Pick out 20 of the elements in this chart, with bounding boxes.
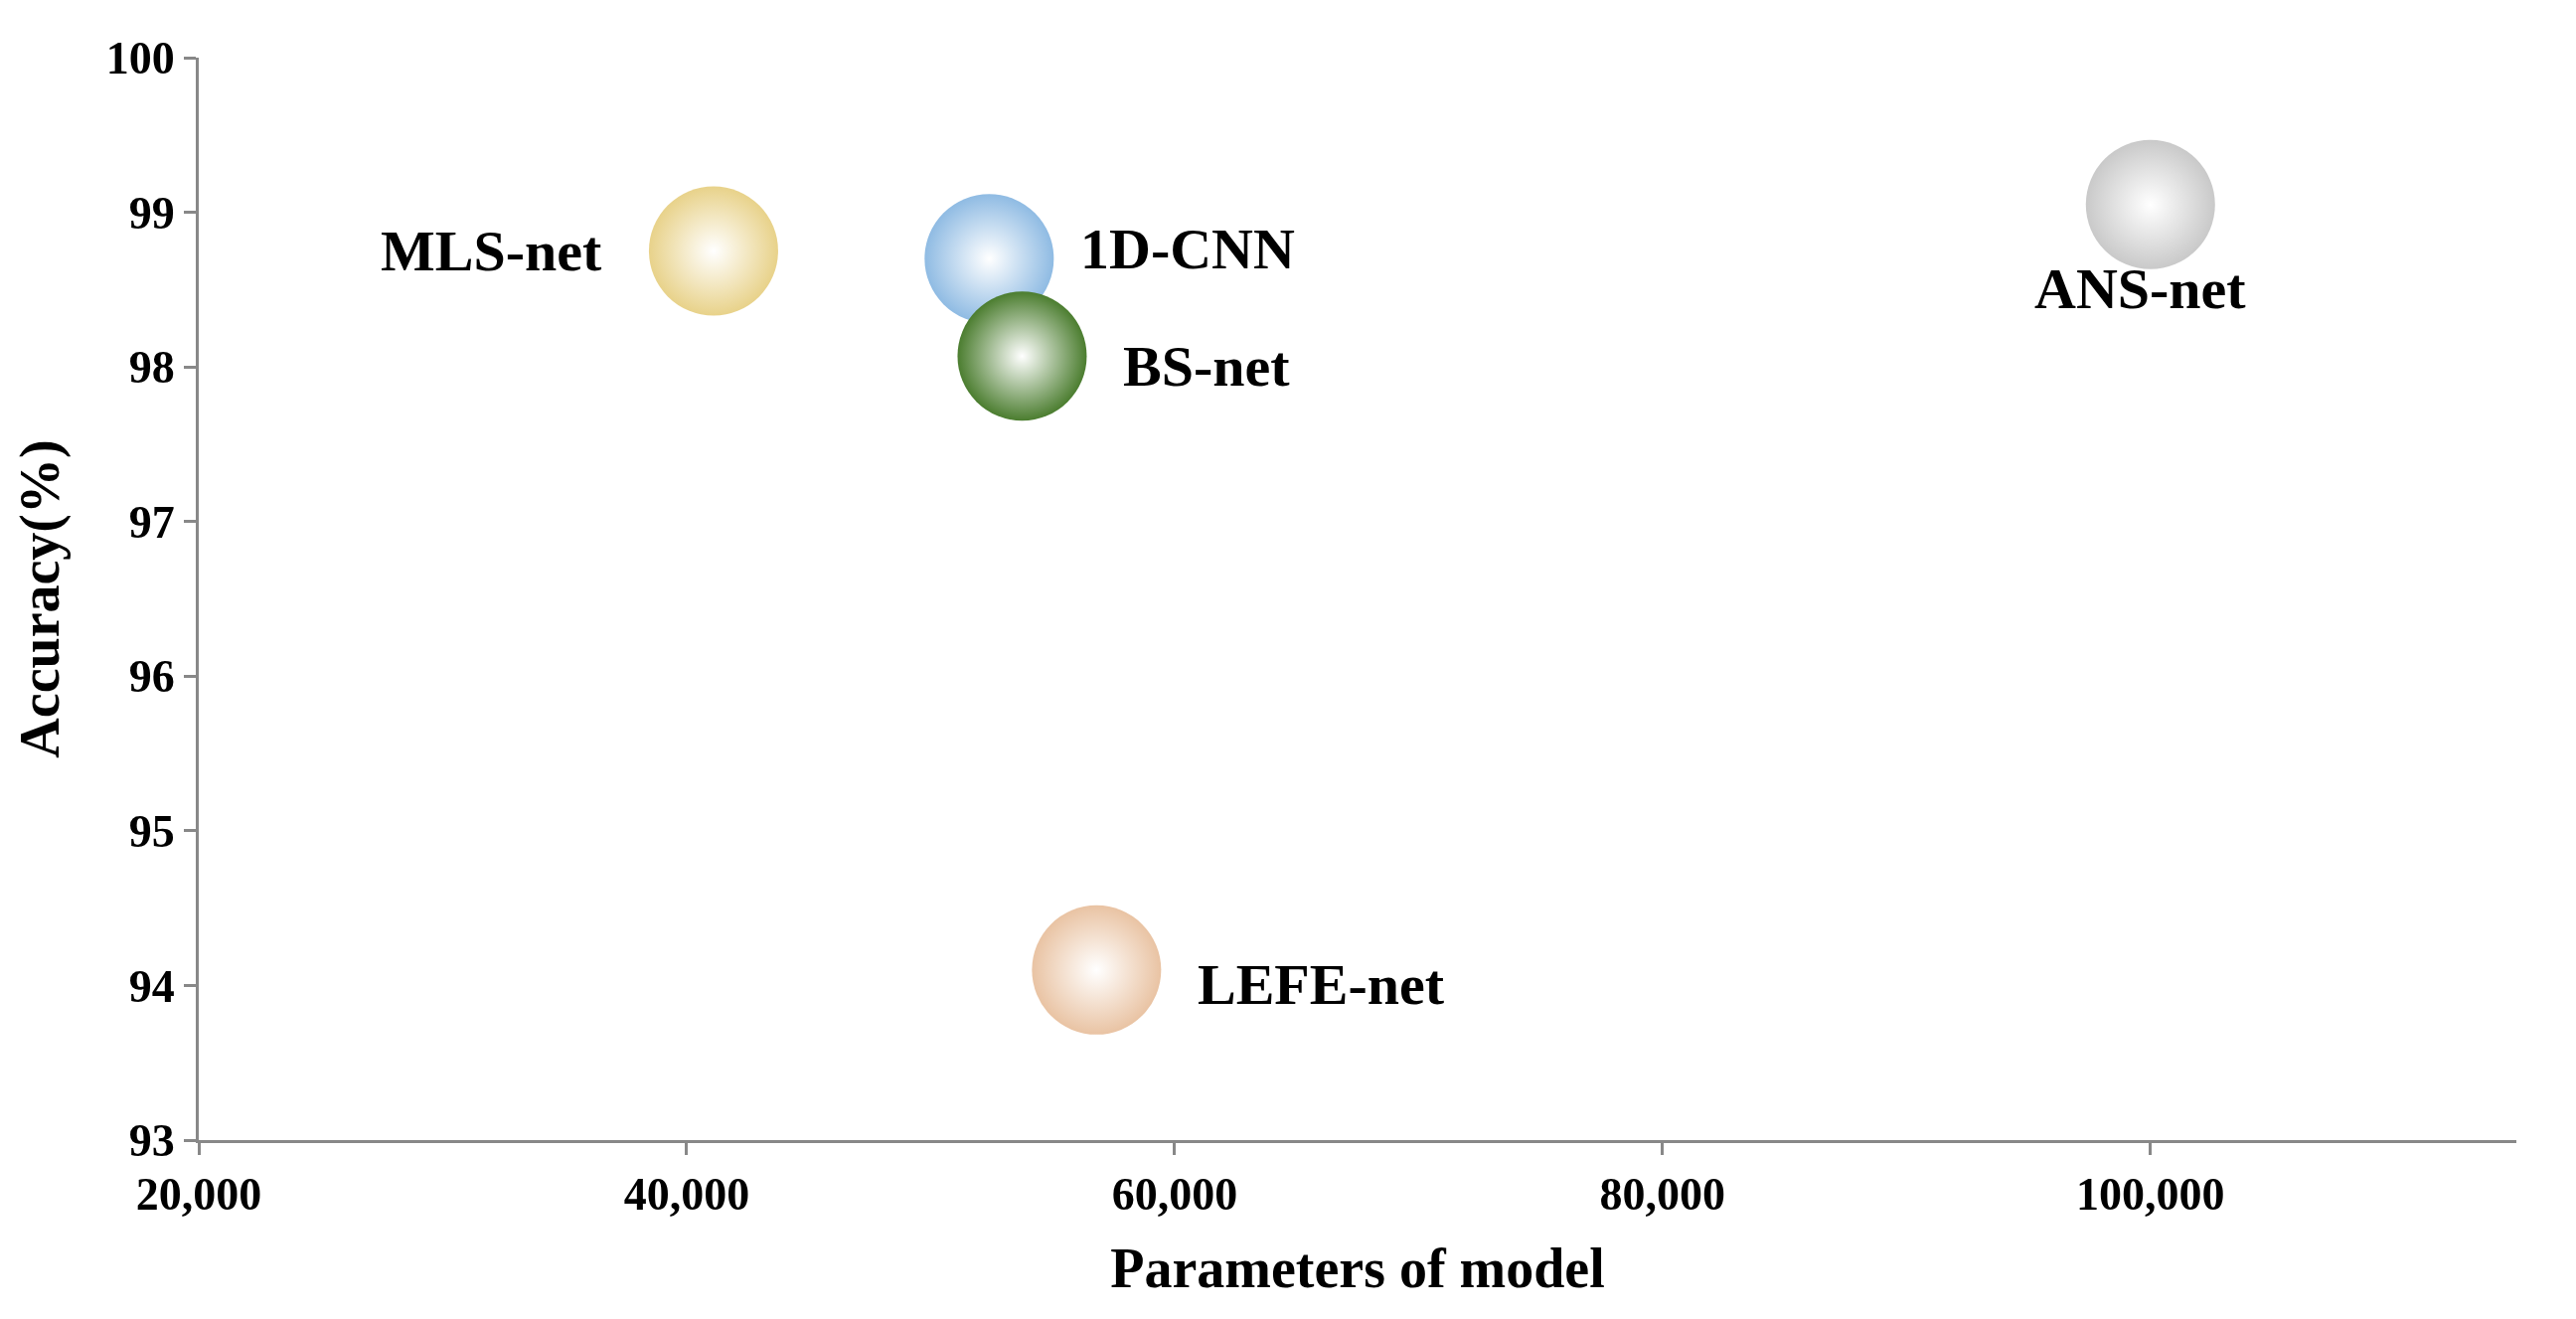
- x-tick-label: 60,000: [1111, 1169, 1238, 1221]
- y-axis-title: Accuracy(%): [8, 439, 72, 758]
- annotation: ANS-net: [2034, 256, 2247, 321]
- annotation: 1D-CNN: [1080, 217, 1295, 281]
- y-tick-label: 99: [128, 187, 175, 239]
- x-tick-label: 20,000: [135, 1169, 262, 1221]
- y-tick-label: 93: [128, 1115, 175, 1167]
- annotation: LEFE-net: [1198, 952, 1445, 1017]
- y-tick-label: 100: [105, 33, 175, 84]
- annotation: MLS-net: [381, 219, 602, 283]
- y-tick-label: 97: [128, 496, 175, 548]
- x-tick-label: 100,000: [2076, 1169, 2225, 1221]
- y-tick-label: 96: [128, 651, 175, 703]
- x-tick-label: 40,000: [623, 1169, 750, 1221]
- x-axis-title: Parameters of model: [1110, 1237, 1605, 1299]
- annotation: BS-net: [1123, 334, 1291, 399]
- x-tick-label: 80,000: [1599, 1169, 1726, 1221]
- y-tick-label: 98: [128, 342, 175, 394]
- y-tick-label: 94: [128, 960, 175, 1012]
- y-tick-label: 95: [128, 805, 175, 857]
